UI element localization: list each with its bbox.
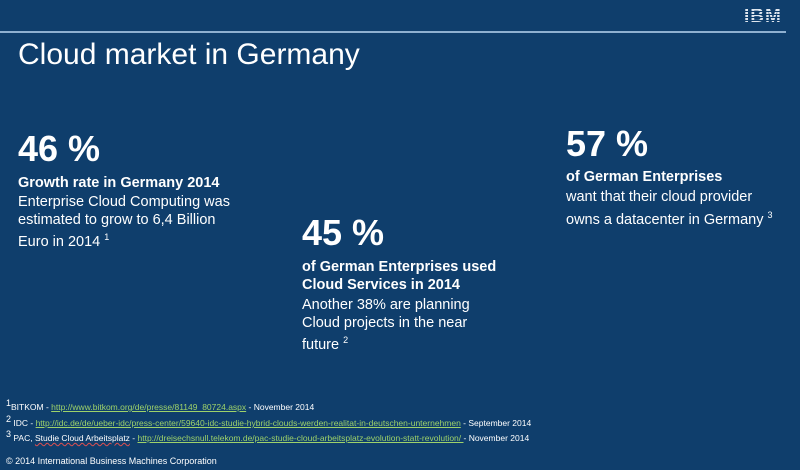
- footnote-source: IDC -: [11, 417, 36, 428]
- footnote-link[interactable]: http://dreisechsnull.telekom.de/pac-stud…: [137, 432, 464, 443]
- footnote-study-name: Studie Cloud Arbeitsplatz: [34, 432, 130, 443]
- stat-value: 45 %: [302, 212, 385, 253]
- stat-growth: 46 % Growth rate in Germany 2014 Enterpr…: [18, 128, 230, 251]
- stat-body-line: Cloud projects in the near: [302, 314, 468, 331]
- footnote-link[interactable]: http://idc.de/de/ueber-idc/press-center/…: [35, 417, 461, 428]
- footnote-3: 3 PAC, Studie Cloud Arbeitsplatz - http:…: [6, 429, 530, 443]
- stat-value: 46 %: [18, 128, 101, 169]
- stat-heading: Cloud Services in 2014: [302, 277, 460, 293]
- copyright: © 2014 International Business Machines C…: [6, 456, 217, 466]
- stat-body-line: want that their cloud provider: [566, 189, 753, 205]
- stat-heading: Growth rate in Germany 2014: [18, 175, 220, 191]
- ibm-logo: IBM: [744, 6, 782, 27]
- footnote-source: PAC,: [11, 432, 35, 443]
- header-divider: [0, 31, 786, 33]
- footnote-number: 3: [6, 429, 12, 439]
- footnote-ref: 1: [104, 232, 110, 242]
- stat-heading: of German Enterprises: [566, 169, 723, 185]
- stat-datacenter: 57 % of German Enterprises want that the…: [566, 123, 773, 229]
- stat-body-line: Euro in 2014: [18, 233, 101, 250]
- slide-title: Cloud market in Germany: [18, 38, 360, 71]
- footnote-number: 2: [6, 414, 12, 424]
- footnote-1: 1BITKOM - http://www.bitkom.org/de/press…: [6, 398, 314, 412]
- stat-body-line: Another 38% are planning: [302, 297, 470, 313]
- stat-body-line: estimated to grow to 6,4 Billion: [18, 211, 216, 228]
- stat-value: 57 %: [566, 123, 649, 164]
- stat-usage: 45 % of German Enterprises used Cloud Se…: [302, 212, 496, 354]
- footnote-source: BITKOM -: [11, 401, 52, 412]
- stat-heading: of German Enterprises used: [302, 259, 497, 275]
- stat-body-line: owns a datacenter in Germany: [566, 211, 764, 228]
- footnote-date: - November 2014: [463, 432, 530, 443]
- footnote-2: 2 IDC - http://idc.de/de/ueber-idc/press…: [6, 414, 531, 428]
- footnote-link[interactable]: http://www.bitkom.org/de/presse/81149_80…: [51, 401, 247, 412]
- footnote-date: - November 2014: [246, 401, 315, 412]
- footnote-ref: 2: [343, 335, 349, 345]
- footnote-ref: 3: [767, 209, 773, 220]
- footnote-date: - September 2014: [460, 417, 532, 428]
- stat-body-line: future: [302, 336, 340, 353]
- footnote-number: 1: [6, 398, 12, 408]
- stat-body-line: Enterprise Cloud Computing was: [18, 194, 230, 210]
